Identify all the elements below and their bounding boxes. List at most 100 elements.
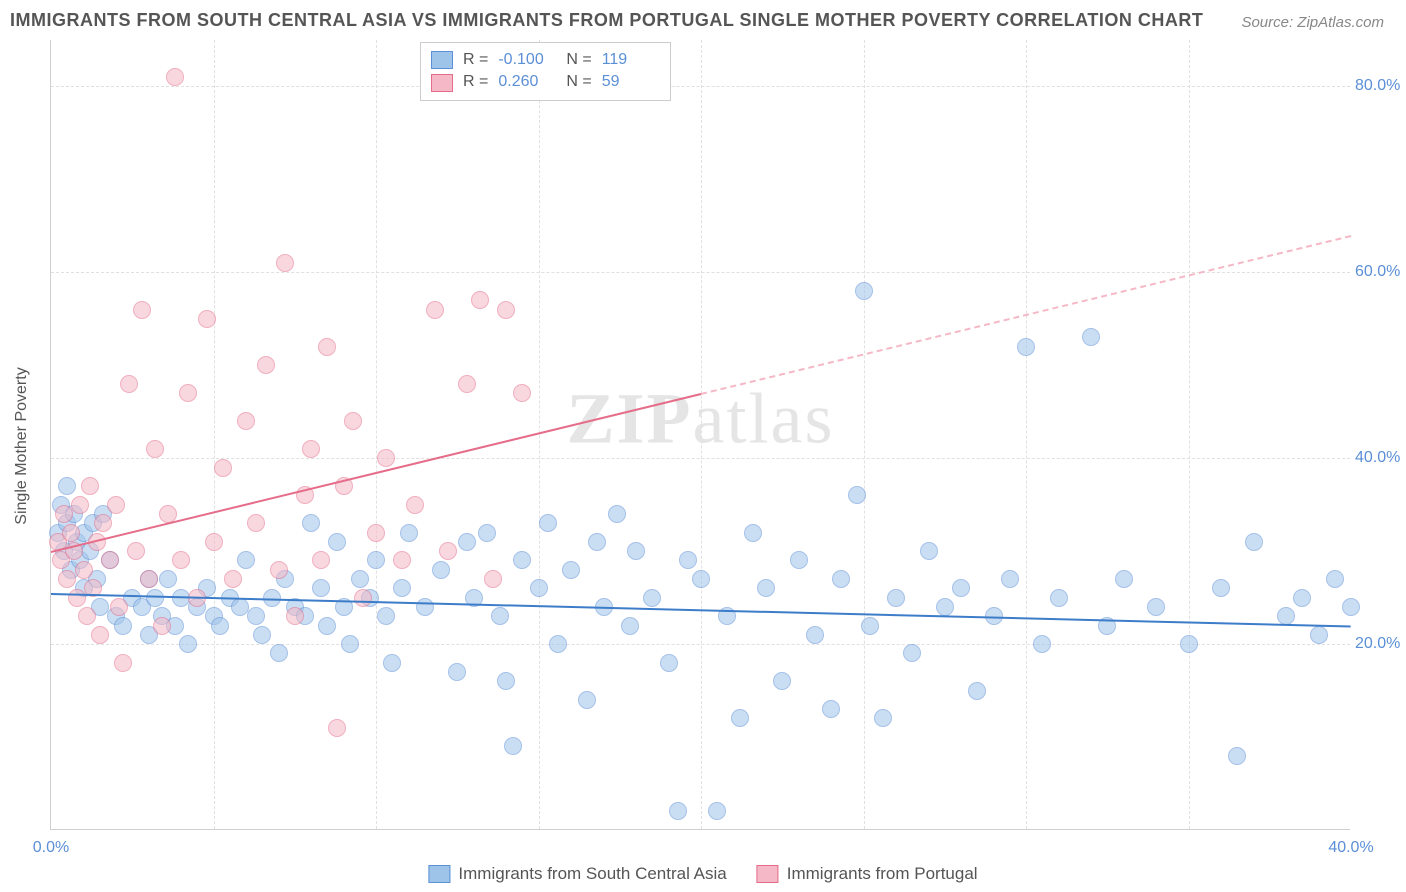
scatter-point <box>504 737 522 755</box>
scatter-point <box>166 68 184 86</box>
scatter-point <box>224 570 242 588</box>
scatter-point <box>608 505 626 523</box>
source-credit: Source: ZipAtlas.com <box>1241 14 1384 31</box>
scatter-point <box>81 477 99 495</box>
scatter-point <box>237 412 255 430</box>
scatter-point <box>539 514 557 532</box>
legend-label: Immigrants from Portugal <box>787 864 978 884</box>
scatter-point <box>393 551 411 569</box>
scatter-point <box>491 607 509 625</box>
scatter-point <box>75 561 93 579</box>
scatter-point <box>861 617 879 635</box>
legend-swatch <box>428 865 450 883</box>
scatter-point <box>968 682 986 700</box>
scatter-point <box>247 607 265 625</box>
scatter-point <box>1115 570 1133 588</box>
scatter-point <box>426 301 444 319</box>
scatter-point <box>757 579 775 597</box>
scatter-point <box>328 533 346 551</box>
scatter-point <box>513 384 531 402</box>
scatter-point <box>952 579 970 597</box>
gridline-v <box>1026 40 1027 829</box>
scatter-point <box>731 709 749 727</box>
scatter-point <box>660 654 678 672</box>
scatter-point <box>903 644 921 662</box>
scatter-point <box>214 459 232 477</box>
stat-legend-row: R =0.260N =59 <box>431 71 660 93</box>
scatter-point <box>312 551 330 569</box>
scatter-point <box>530 579 548 597</box>
scatter-point <box>578 691 596 709</box>
scatter-point <box>1245 533 1263 551</box>
scatter-point <box>588 533 606 551</box>
scatter-point <box>806 626 824 644</box>
gridline-v <box>539 40 540 829</box>
scatter-point <box>406 496 424 514</box>
legend-swatch <box>757 865 779 883</box>
scatter-point <box>351 570 369 588</box>
scatter-point <box>55 505 73 523</box>
scatter-point <box>497 672 515 690</box>
scatter-point <box>855 282 873 300</box>
scatter-point <box>58 477 76 495</box>
scatter-point <box>153 617 171 635</box>
y-axis-label: Single Mother Poverty <box>13 367 31 524</box>
scatter-point <box>458 533 476 551</box>
scatter-point <box>1310 626 1328 644</box>
scatter-point <box>58 570 76 588</box>
scatter-point <box>71 496 89 514</box>
scatter-point <box>198 310 216 328</box>
scatter-point <box>920 542 938 560</box>
scatter-point <box>302 514 320 532</box>
scatter-point <box>549 635 567 653</box>
scatter-point <box>1293 589 1311 607</box>
scatter-point <box>237 551 255 569</box>
stat-r-label: R = <box>463 71 488 93</box>
stat-n-value: 59 <box>602 71 660 93</box>
scatter-point <box>1342 598 1360 616</box>
scatter-point <box>513 551 531 569</box>
scatter-point <box>887 589 905 607</box>
scatter-point <box>848 486 866 504</box>
legend-swatch <box>431 74 453 92</box>
scatter-point <box>1277 607 1295 625</box>
ytick-label: 80.0% <box>1355 77 1406 95</box>
scatter-point <box>497 301 515 319</box>
scatter-point <box>270 561 288 579</box>
scatter-point <box>669 802 687 820</box>
scatter-point <box>1326 570 1344 588</box>
scatter-point <box>458 375 476 393</box>
scatter-point <box>679 551 697 569</box>
scatter-point <box>78 607 96 625</box>
scatter-point <box>318 338 336 356</box>
gridline-v <box>701 40 702 829</box>
scatter-point <box>367 524 385 542</box>
stat-n-label: N = <box>566 71 591 93</box>
scatter-point <box>621 617 639 635</box>
scatter-point <box>286 607 304 625</box>
stat-n-label: N = <box>566 49 591 71</box>
scatter-point <box>110 598 128 616</box>
scatter-point <box>328 719 346 737</box>
scatter-point <box>318 617 336 635</box>
scatter-point <box>172 551 190 569</box>
scatter-point <box>790 551 808 569</box>
stat-r-value: -0.100 <box>498 49 556 71</box>
scatter-point <box>253 626 271 644</box>
scatter-point <box>448 663 466 681</box>
scatter-point <box>91 626 109 644</box>
scatter-point <box>1033 635 1051 653</box>
scatter-point <box>432 561 450 579</box>
scatter-point <box>179 635 197 653</box>
scatter-point <box>1017 338 1035 356</box>
scatter-point <box>107 496 125 514</box>
scatter-point <box>744 524 762 542</box>
scatter-point <box>1147 598 1165 616</box>
plot-area: ZIPatlas 20.0%40.0%60.0%80.0%0.0%40.0% <box>50 40 1350 830</box>
scatter-point <box>140 570 158 588</box>
gridline-v <box>1189 40 1190 829</box>
legend-item: Immigrants from South Central Asia <box>428 864 726 884</box>
scatter-point <box>471 291 489 309</box>
scatter-point <box>377 449 395 467</box>
scatter-point <box>1082 328 1100 346</box>
